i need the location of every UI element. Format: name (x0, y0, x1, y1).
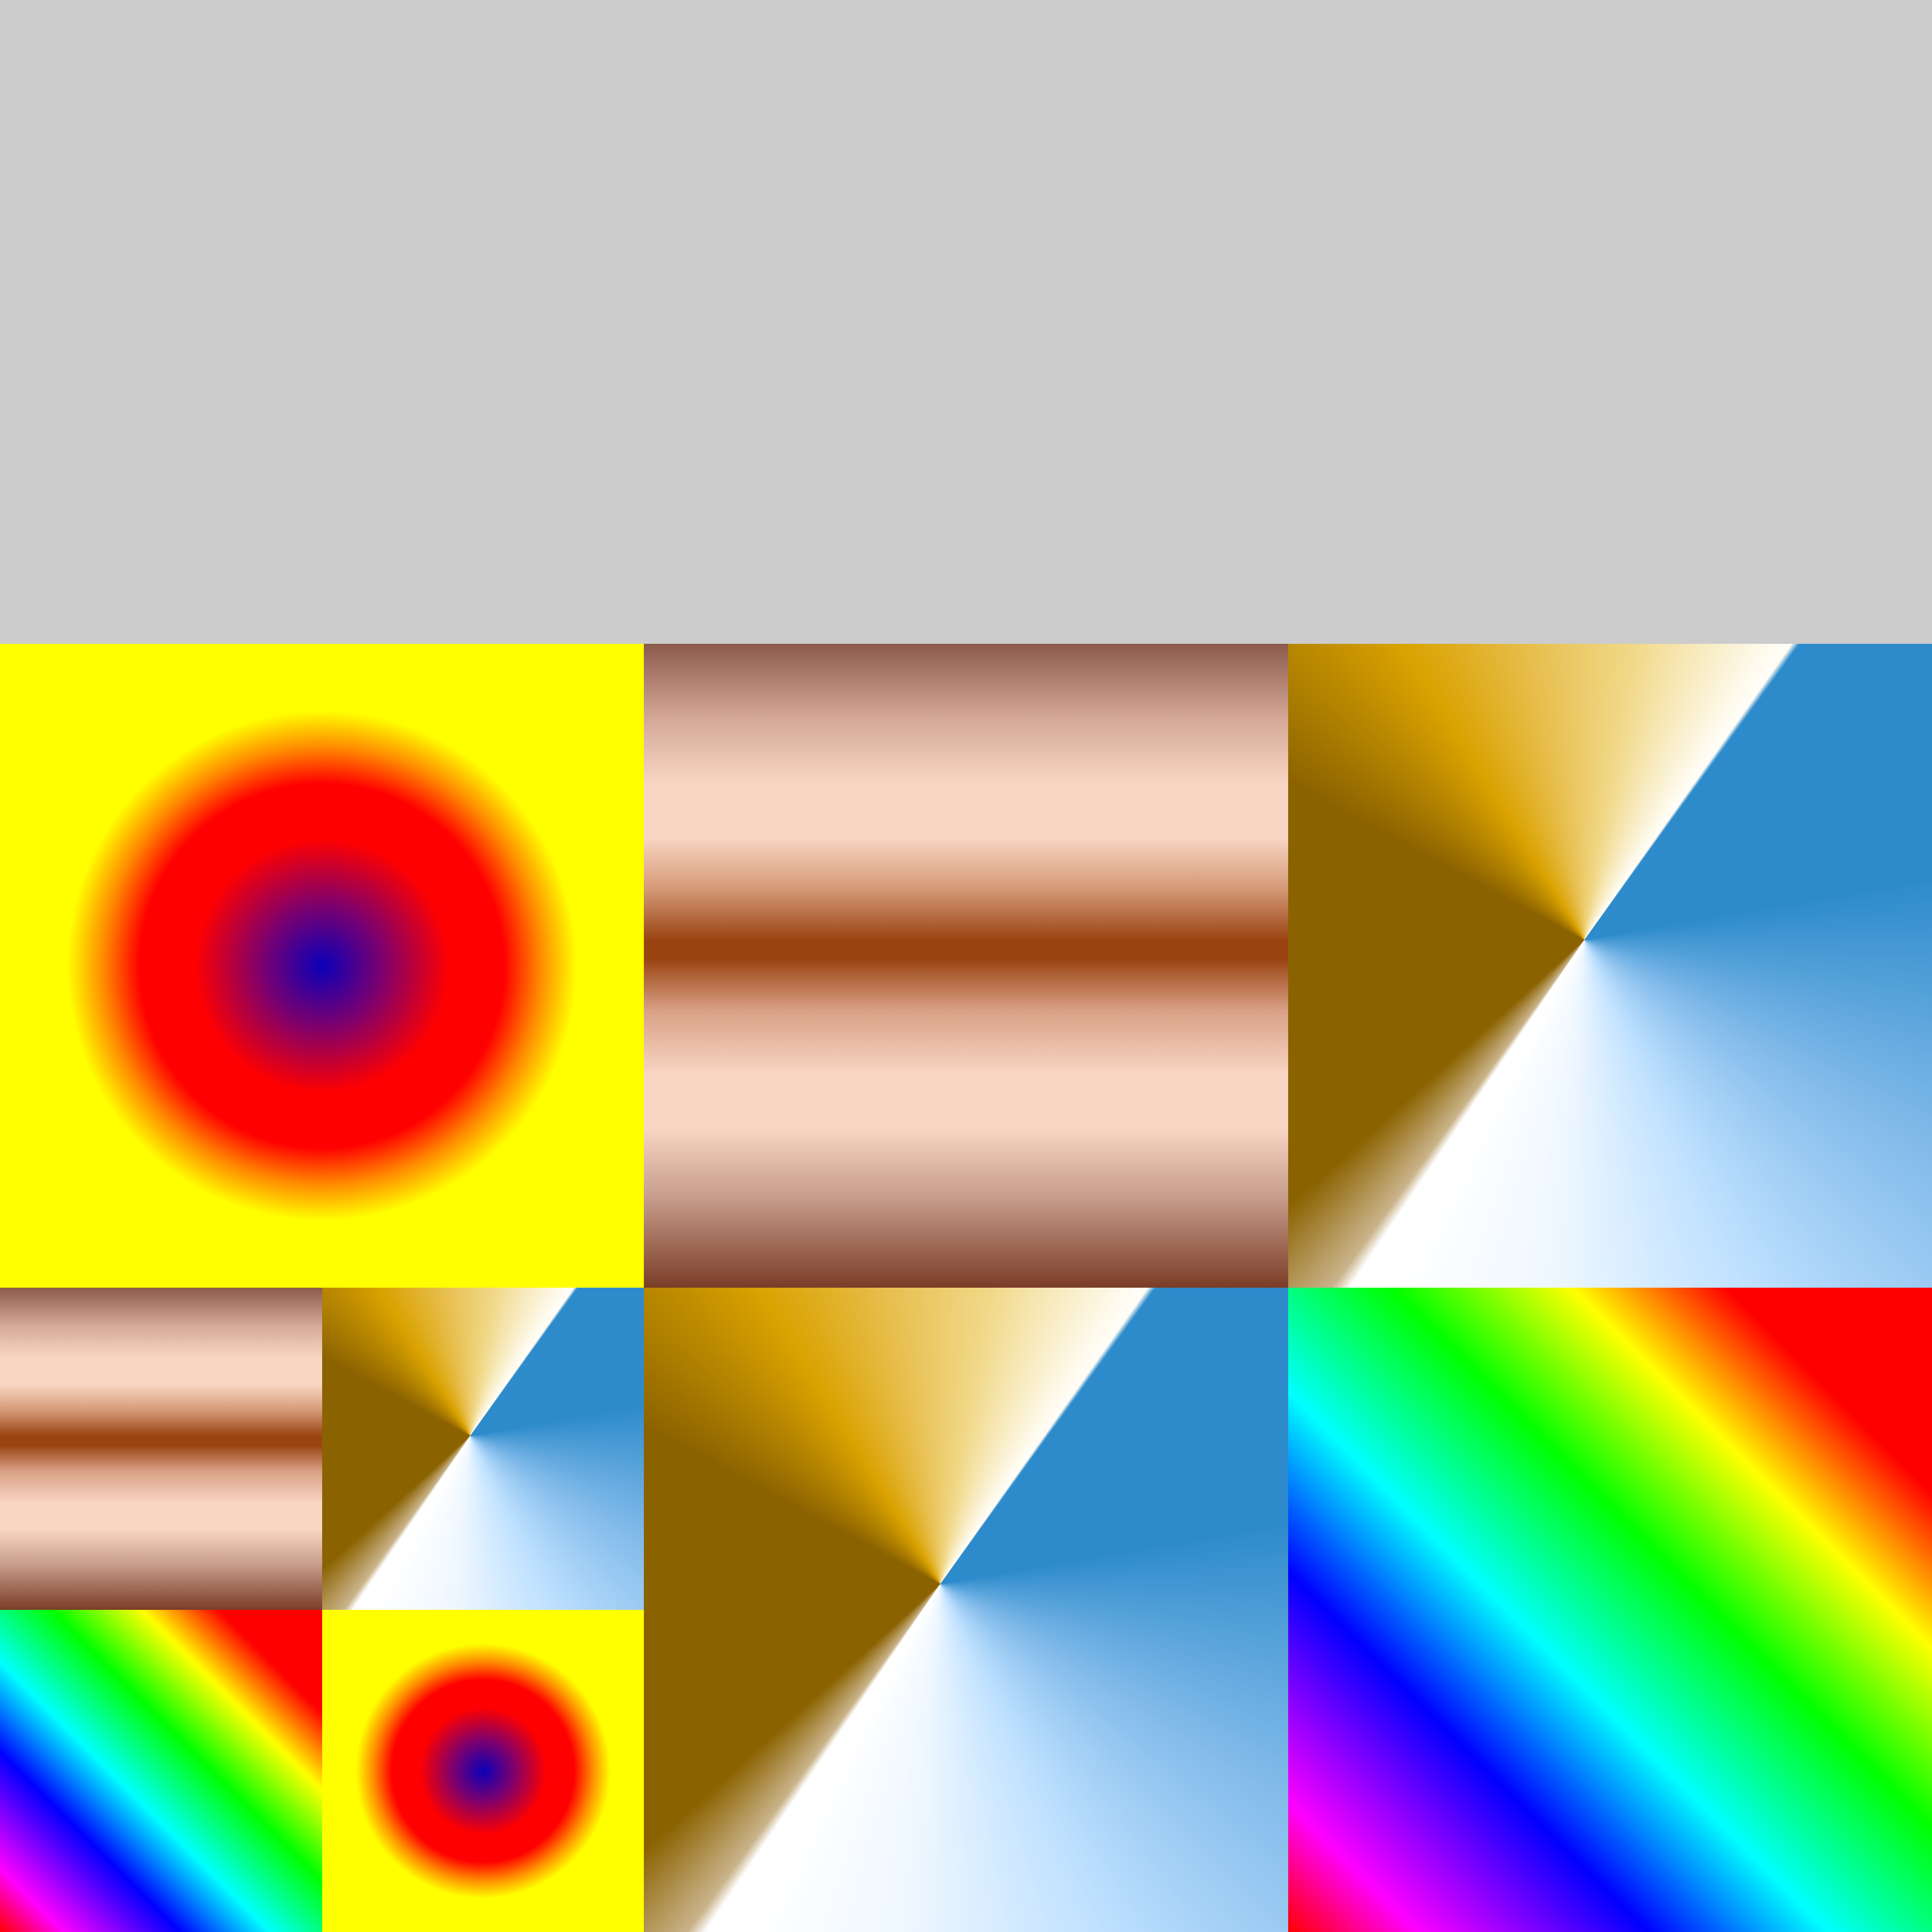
radial-gradient-swatch-small (322, 1610, 644, 1932)
diagonal-spectrum-swatch-small (0, 1610, 322, 1932)
conic-gradient-swatch-large (1288, 644, 1932, 1288)
conic-gradient-swatch-small (322, 1288, 644, 1610)
banded-gradient-swatch-large (644, 644, 1288, 1288)
conic-gradient-swatch-large-2 (644, 1288, 1288, 1932)
diagonal-spectrum-swatch-large (1288, 1288, 1932, 1932)
banded-gradient-swatch-small (0, 1288, 322, 1610)
radial-gradient-swatch-large (0, 644, 644, 1288)
